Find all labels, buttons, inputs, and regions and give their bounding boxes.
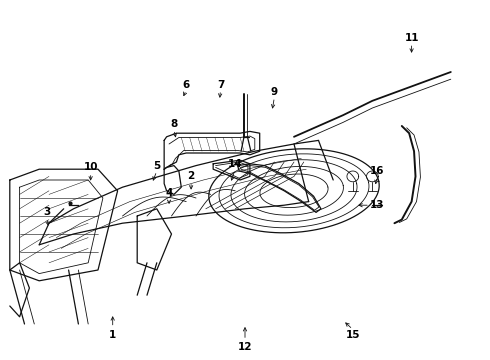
Text: 5: 5 <box>153 161 160 171</box>
Text: 12: 12 <box>238 342 252 352</box>
Text: 8: 8 <box>171 119 177 129</box>
Text: 14: 14 <box>228 159 243 169</box>
Text: 7: 7 <box>217 80 224 90</box>
Text: 1: 1 <box>109 330 116 340</box>
Text: 2: 2 <box>188 171 195 181</box>
Text: 13: 13 <box>370 200 385 210</box>
Text: 15: 15 <box>345 330 360 340</box>
Text: 3: 3 <box>43 207 50 217</box>
Text: 16: 16 <box>370 166 385 176</box>
Text: 10: 10 <box>83 162 98 172</box>
Text: 6: 6 <box>183 80 190 90</box>
Text: 11: 11 <box>404 33 419 43</box>
Text: 4: 4 <box>165 188 173 198</box>
Text: 9: 9 <box>271 87 278 97</box>
